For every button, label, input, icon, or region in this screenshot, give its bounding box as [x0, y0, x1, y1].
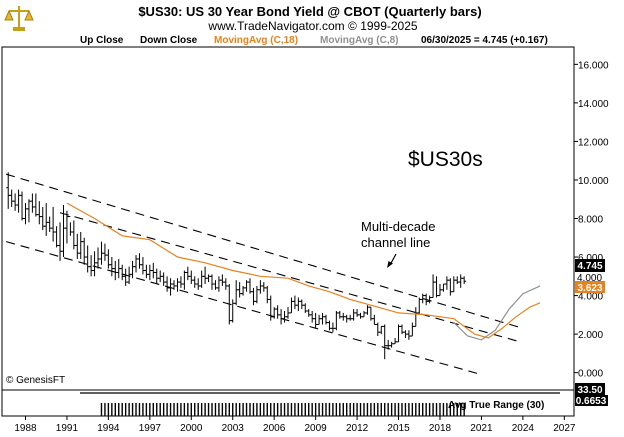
x-tick-label: 2012	[346, 423, 369, 434]
atr-lower-box	[575, 395, 608, 406]
channel-line-upper	[5, 173, 524, 329]
moving-average-8-line	[453, 285, 541, 341]
indicator-label: Avg True Range (30)	[448, 400, 544, 411]
x-tick-label: 2021	[470, 423, 493, 434]
annotation-arrow-icon	[387, 253, 397, 268]
atr-bars	[100, 403, 465, 416]
x-tick-label: 1994	[97, 423, 120, 434]
ma18-value-box	[575, 281, 605, 293]
atr-lower-value: 0.6653	[576, 396, 607, 407]
moving-average-18-line	[66, 202, 541, 339]
y-tick-label: 14.000	[578, 99, 609, 110]
atr-upper-box	[575, 383, 605, 395]
x-tick-label: 1991	[56, 423, 79, 434]
x-tick-label: 2018	[429, 423, 452, 434]
last-value-box-text: 4.745	[577, 261, 602, 272]
symbol-label: $US30s	[408, 148, 483, 171]
y-tick-label: 6.000	[578, 253, 603, 264]
y-tick-label: 12.000	[578, 137, 609, 148]
y-tick-label: 2.000	[578, 330, 603, 341]
channel-line-middle	[59, 212, 521, 343]
legend-up-close: Up Close	[80, 35, 124, 46]
x-tick-label: 2015	[387, 423, 410, 434]
x-axis-ticks: 1988 1991 1994 1997 2000 2003 2006 2009 2012 2015…	[14, 416, 576, 434]
last-value-box	[575, 259, 605, 272]
chart-title: $US30: US 30 Year Bond Yield @ CBOT (Qua…	[138, 4, 481, 19]
channel-line-lower	[5, 241, 482, 376]
y-axis-ticks: 0.000 2.000 4.000 6.000 8.000 10.000 12.000 14.…	[574, 60, 609, 380]
annotation-line2: channel line	[361, 235, 430, 250]
channel-lines	[5, 173, 524, 376]
legend-ma8: MovingAvg (C,8)	[320, 35, 399, 46]
atr-upper-value: 33.50	[577, 385, 602, 396]
x-tick-label: 1997	[139, 423, 162, 434]
partial-tick-box	[575, 272, 605, 281]
x-tick-label: 2000	[180, 423, 203, 434]
x-tick-label: 2027	[553, 423, 576, 434]
x-tick-label: 2024	[512, 423, 535, 434]
ma18-value-box-text: 3.623	[577, 283, 602, 294]
legend-last-value: 06/30/2025 = 4.745 (+0.167)	[421, 35, 548, 46]
y-tick-label: 16.000	[578, 60, 609, 71]
y-tick-label: 10.000	[578, 176, 609, 187]
x-tick-label: 2006	[263, 423, 286, 434]
x-tick-label: 2009	[305, 423, 328, 434]
legend-down-close: Down Close	[140, 35, 198, 46]
chart-subtitle: www.TradeNavigator.com © 1999-2025	[207, 19, 417, 33]
price-bars	[6, 172, 467, 360]
logo-icon	[4, 4, 34, 32]
copyright-label: © GenesisFT	[6, 375, 65, 386]
x-tick-label: 1988	[14, 423, 37, 434]
x-tick-label: 2003	[222, 423, 245, 434]
y-tick-label: 8.000	[578, 215, 603, 226]
y-tick-label: 4.000	[578, 292, 603, 303]
y-tick-label: 0.000	[578, 369, 603, 380]
annotation-line1: Multi-decade	[361, 219, 435, 234]
partial-tick-label: 4.000	[577, 273, 602, 284]
legend-ma18: MovingAvg (C,18)	[214, 35, 298, 46]
